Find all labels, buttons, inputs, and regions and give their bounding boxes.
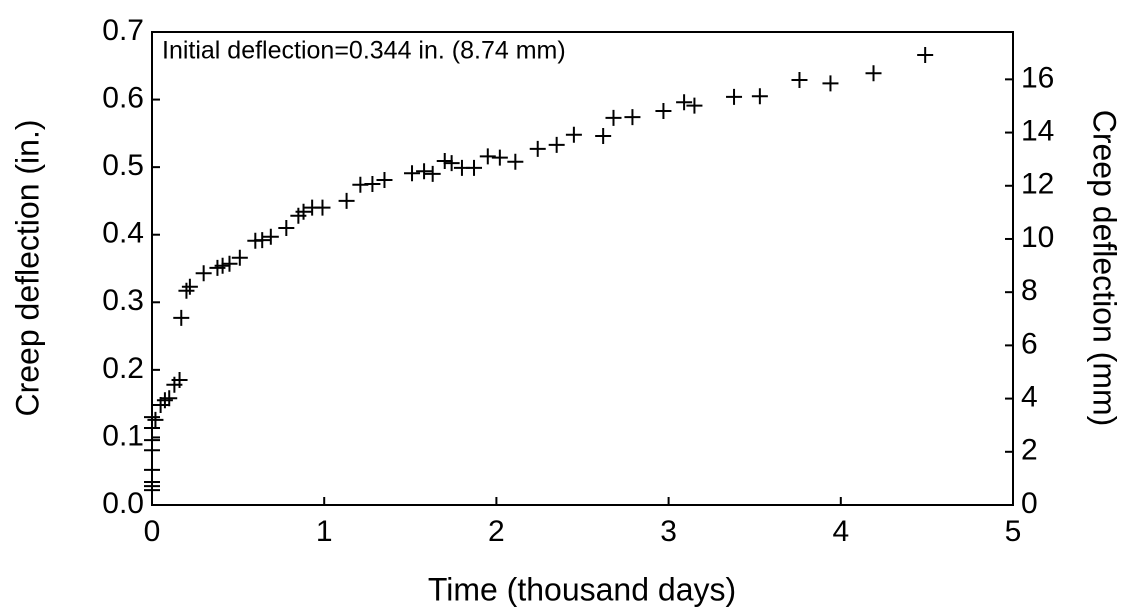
data-point [338, 192, 355, 209]
data-point [181, 278, 198, 295]
data-point [278, 219, 295, 236]
data-point [466, 159, 483, 176]
data-point [751, 88, 768, 105]
data-point [214, 257, 231, 274]
data-point [144, 409, 160, 426]
annotation: Initial deflection=0.344 in. (8.74 mm) [162, 37, 566, 65]
data-point [376, 171, 393, 188]
y2-tick-label: 12 [1021, 168, 1054, 201]
data-point [314, 199, 331, 216]
data-point [605, 109, 622, 126]
data-point [147, 411, 164, 428]
y-tick-label: 0.4 [102, 217, 144, 250]
data-point [173, 309, 190, 326]
data-point [822, 75, 839, 92]
data-point [424, 165, 441, 182]
data-point [791, 71, 808, 88]
data-point [624, 109, 641, 126]
data-point [156, 392, 173, 409]
y2-tick-label: 4 [1021, 381, 1038, 414]
y-tick-label: 0.1 [102, 419, 144, 452]
data-point [686, 97, 703, 114]
data-point [443, 155, 460, 172]
data-point [676, 94, 693, 111]
data-point [565, 126, 582, 143]
data-point [436, 153, 453, 170]
data-point [595, 128, 612, 145]
y-tick-label: 0.5 [102, 149, 144, 182]
y-tick-label: 0.6 [102, 81, 144, 114]
y2-tick-label: 16 [1021, 61, 1054, 94]
plot-frame [151, 31, 1014, 506]
data-point [364, 176, 381, 193]
x-tick-label: 3 [660, 515, 677, 548]
data-point [917, 46, 934, 63]
data-point [416, 163, 433, 180]
data-point [726, 88, 743, 105]
x-tick-label: 2 [488, 515, 505, 548]
data-point [171, 371, 188, 388]
data-point [231, 249, 248, 266]
data-point [144, 461, 160, 478]
data-point [254, 232, 271, 249]
y2-tick-label: 14 [1021, 114, 1054, 147]
y2-tick-label: 8 [1021, 274, 1038, 307]
y-tick-label: 0.0 [102, 487, 144, 520]
x-tick-label: 0 [144, 515, 161, 548]
data-point [655, 103, 672, 120]
y2-axis-title: Creep deflection (mm) [1087, 110, 1123, 427]
data-point [548, 136, 565, 153]
y2-tick-label: 0 [1021, 487, 1038, 520]
data-point [195, 265, 212, 282]
data-point [865, 65, 882, 82]
data-point [479, 148, 496, 165]
y-tick-label: 0.2 [102, 352, 144, 385]
data-point [404, 165, 421, 182]
y-axis-title: Creep deflection (in.) [9, 119, 45, 416]
x-tick-label: 5 [1005, 515, 1022, 548]
y2-tick-label: 2 [1021, 434, 1038, 467]
data-point [491, 149, 508, 166]
data-point [262, 228, 279, 245]
data-point [295, 203, 312, 220]
data-point [178, 282, 195, 299]
y2-tick-label: 6 [1021, 327, 1038, 360]
data-point [529, 140, 546, 157]
data-point [221, 255, 238, 272]
data-point [161, 390, 178, 407]
y-tick-label: 0.7 [102, 14, 144, 47]
data-point [507, 153, 524, 170]
x-tick-label: 1 [316, 515, 333, 548]
x-axis-title: Time (thousand days) [428, 571, 736, 607]
y-tick-label: 0.3 [102, 284, 144, 317]
y2-tick-label: 10 [1021, 221, 1054, 254]
x-tick-label: 4 [832, 515, 849, 548]
